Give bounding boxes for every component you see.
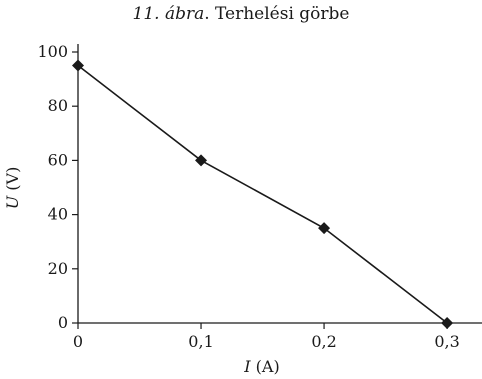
y-tick-label: 20 xyxy=(48,259,68,278)
y-tick-label: 60 xyxy=(48,150,68,169)
y-tick-label: 0 xyxy=(58,313,68,332)
series-line-group xyxy=(77,64,448,324)
y-tick-label: 80 xyxy=(48,96,68,115)
x-tick-label: 0,2 xyxy=(311,332,336,351)
y-tick-label: 40 xyxy=(48,205,68,224)
ticks: 0 20 40 60 80 100 0 0,1 0,2 0,3 xyxy=(37,42,459,351)
series-line xyxy=(77,64,448,324)
caption-title: . Terhelési görbe xyxy=(204,4,350,24)
data-point-marker xyxy=(318,222,331,235)
y-axis-var: U xyxy=(3,195,22,209)
data-point-marker xyxy=(72,59,84,72)
markers-group xyxy=(72,59,454,329)
chart-caption: 11. ábra. Terhelési görbe xyxy=(0,4,482,24)
axes xyxy=(77,44,482,324)
x-axis-title: I (A) xyxy=(243,357,279,376)
y-axis-title: U (V) xyxy=(3,167,22,210)
data-point-marker xyxy=(441,317,454,329)
x-axis-unit: (A) xyxy=(251,357,280,376)
x-tick-label: 0,1 xyxy=(188,332,213,351)
y-tick-label: 100 xyxy=(37,42,68,61)
x-tick-label: 0 xyxy=(73,332,83,351)
caption-figure-number: 11. ábra xyxy=(132,4,205,24)
x-axis-var: I xyxy=(243,357,251,376)
y-axis-unit: (V) xyxy=(3,167,22,196)
data-point-marker xyxy=(195,154,208,167)
x-tick-label: 0,3 xyxy=(434,332,459,351)
